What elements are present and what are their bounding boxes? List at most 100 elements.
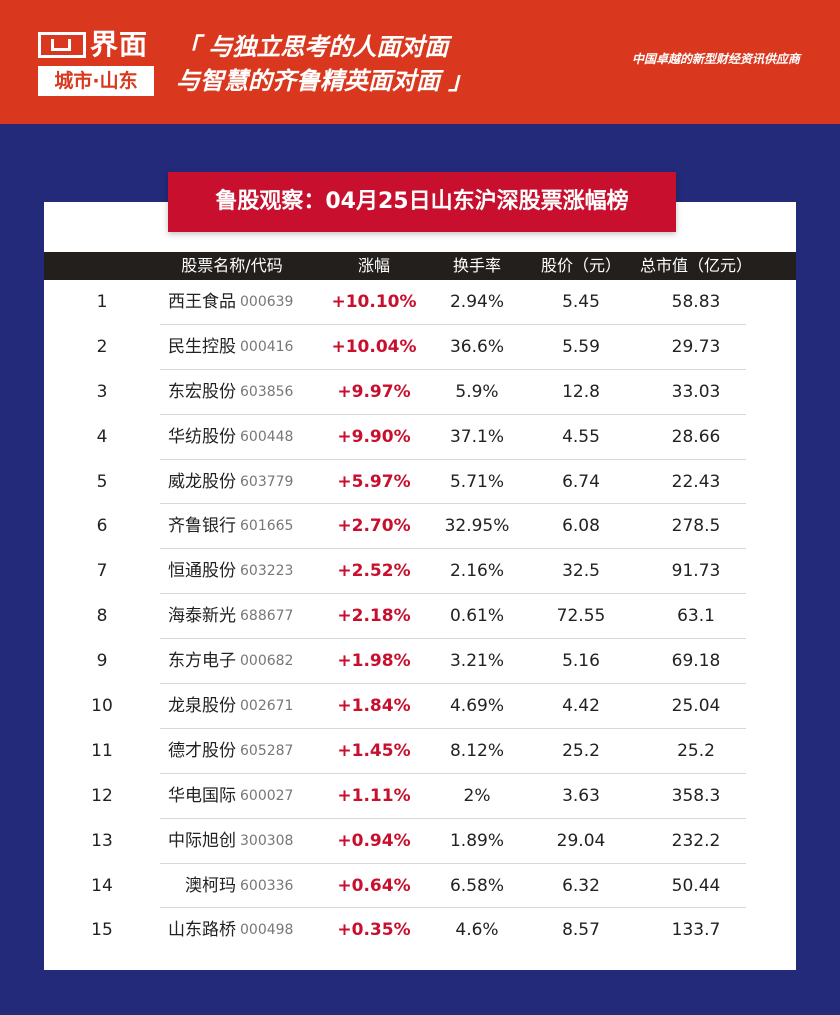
turnover-rate: 4.6% (455, 920, 499, 941)
market-cap: 232.2 (671, 830, 721, 851)
row-index: 8 (96, 606, 108, 627)
stock-name: 澳柯玛 (185, 875, 236, 896)
slogan: 「 与独立思考的人面对面 与智慧的齐鲁精英面对面 」 (176, 30, 472, 98)
page-title: 鲁股观察：04月25日山东沪深股票涨幅榜 (168, 172, 676, 232)
table-row: 1 西王食品 000639 +10.10% 2.94% 5.45 58.83 (44, 280, 796, 325)
stock-code: 300308 (240, 832, 294, 849)
stock-price: 29.04 (556, 830, 606, 851)
market-cap: 358.3 (671, 785, 721, 806)
logo-text: 界面 (90, 28, 149, 61)
stock-name: 海泰新光 (168, 606, 236, 627)
market-cap: 22.43 (671, 471, 721, 492)
stock-price: 4.42 (562, 696, 600, 717)
row-divider (160, 862, 746, 864)
market-cap: 33.03 (671, 381, 721, 402)
stock-price: 4.55 (562, 426, 600, 447)
change-percent: +0.35% (337, 920, 411, 941)
row-divider (160, 907, 746, 909)
table-panel (44, 202, 796, 970)
row-index: 9 (96, 651, 108, 672)
stock-code: 600448 (240, 428, 294, 445)
table-row: 12 华电国际 600027 +1.11% 2% 3.63 358.3 (44, 774, 796, 819)
stock-name: 东方电子 (168, 651, 236, 672)
stock-price: 6.08 (562, 516, 600, 537)
turnover-rate: 2.16% (449, 561, 504, 582)
stock-name: 齐鲁银行 (168, 516, 236, 537)
table-row: 2 民生控股 000416 +10.04% 36.6% 5.59 29.73 (44, 325, 796, 370)
row-divider (160, 503, 746, 505)
stock-name: 龙泉股份 (168, 696, 236, 717)
stock-price: 6.74 (562, 471, 600, 492)
market-cap: 91.73 (671, 561, 721, 582)
turnover-rate: 1.89% (449, 830, 504, 851)
stock-code: 000682 (240, 653, 294, 670)
row-index: 14 (91, 875, 113, 896)
stock-name: 华电国际 (168, 785, 236, 806)
turnover-rate: 36.6% (449, 336, 504, 357)
table-row: 3 东宏股份 603856 +9.97% 5.9% 12.8 33.03 (44, 370, 796, 415)
stock-code: 601665 (240, 518, 294, 535)
row-index: 12 (91, 785, 113, 806)
turnover-rate: 4.69% (449, 696, 504, 717)
turnover-rate: 2.94% (449, 292, 504, 312)
change-percent: +0.94% (337, 830, 411, 851)
table-row: 10 龙泉股份 002671 +1.84% 4.69% 4.42 25.04 (44, 684, 796, 729)
stock-price: 6.32 (562, 875, 600, 896)
row-index: 6 (96, 516, 108, 537)
stock-price: 5.59 (562, 336, 600, 357)
row-divider (160, 548, 746, 550)
market-cap: 69.18 (671, 651, 721, 672)
stock-code: 002671 (240, 698, 294, 715)
market-cap: 28.66 (671, 426, 721, 447)
stock-price: 5.16 (562, 651, 600, 672)
change-percent: +2.18% (337, 606, 411, 627)
row-divider (160, 683, 746, 685)
page-header: 界面 城市·山东 「 与独立思考的人面对面 与智慧的齐鲁精英面对面 」 中国卓越… (0, 0, 840, 124)
stock-name: 恒通股份 (168, 561, 236, 582)
turnover-rate: 3.21% (449, 651, 504, 672)
stock-code: 603856 (240, 383, 294, 400)
logo-city-label: 城市·山东 (38, 66, 154, 96)
stock-code: 603223 (240, 563, 294, 580)
row-divider (160, 413, 746, 415)
market-cap: 58.83 (671, 292, 721, 312)
row-divider (160, 638, 746, 640)
stock-code: 688677 (240, 608, 294, 625)
row-index: 15 (91, 920, 113, 941)
row-index: 4 (96, 426, 108, 447)
change-percent: +1.11% (337, 785, 411, 806)
table-row: 9 东方电子 000682 +1.98% 3.21% 5.16 69.18 (44, 639, 796, 685)
stock-code: 600336 (240, 877, 294, 894)
row-divider (160, 817, 746, 819)
slogan-line-1: 「 与独立思考的人面对面 (176, 33, 449, 61)
table-row: 7 恒通股份 603223 +2.52% 2.16% 32.5 91.73 (44, 549, 796, 595)
stock-code: 000416 (240, 338, 294, 355)
market-cap: 29.73 (671, 336, 721, 357)
turnover-rate: 32.95% (444, 516, 510, 537)
table-row: 14 澳柯玛 600336 +0.64% 6.58% 6.32 50.44 (44, 864, 796, 909)
table-row: 11 德才股份 605287 +1.45% 8.12% 25.2 25.2 (44, 729, 796, 774)
table-row: 5 威龙股份 603779 +5.97% 5.71% 6.74 22.43 (44, 460, 796, 505)
stock-code: 000498 (240, 922, 294, 939)
stock-name: 民生控股 (168, 336, 236, 357)
market-cap: 278.5 (671, 516, 721, 537)
market-cap: 133.7 (671, 920, 721, 941)
stock-code: 600027 (240, 787, 294, 804)
stock-code: 603779 (240, 473, 294, 490)
stock-name: 西王食品 (168, 292, 236, 312)
turnover-rate: 6.58% (449, 875, 504, 896)
row-index: 10 (91, 696, 113, 717)
turnover-rate: 37.1% (449, 426, 504, 447)
stock-name: 威龙股份 (168, 471, 236, 492)
row-divider (160, 727, 746, 729)
stock-code: 000639 (240, 294, 294, 310)
change-percent: +10.10% (331, 292, 417, 312)
turnover-rate: 5.71% (449, 471, 504, 492)
change-percent: +9.90% (337, 426, 411, 447)
change-percent: +0.64% (337, 875, 411, 896)
stock-price: 5.45 (562, 292, 600, 312)
row-index: 13 (91, 830, 113, 851)
jiemian-logo: 界面 城市·山东 (38, 28, 162, 98)
turnover-rate: 2% (463, 785, 491, 806)
slogan-line-2: 与智慧的齐鲁精英面对面 」 (176, 67, 473, 95)
